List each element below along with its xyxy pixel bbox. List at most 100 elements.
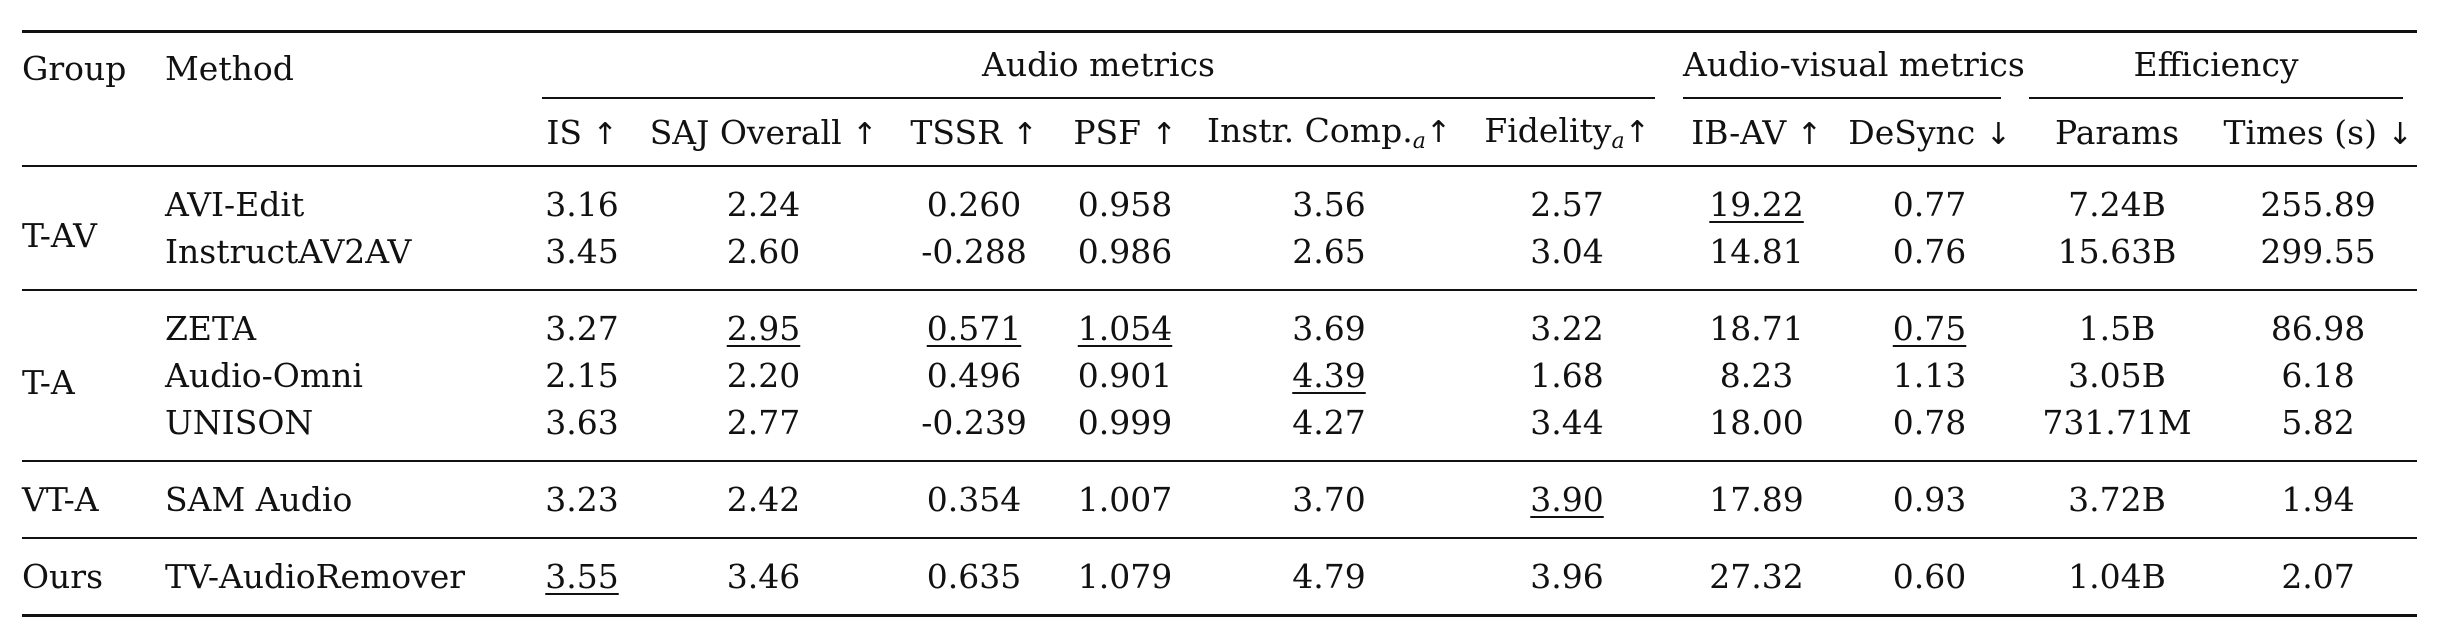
fid-cell: 3.44 (1530, 403, 1604, 442)
header-row-groups: Group Method Audio metrics Audio-visual … (22, 30, 2418, 166)
header-efficiency: Efficiency (2015, 30, 2418, 99)
desync-cell: 0.75 (1844, 289, 2016, 352)
table-row: T-A ZETA 3.27 2.95 0.571 1.054 3.69 3.22… (22, 289, 2418, 461)
col-header-instr-comp: Instr. Comp.a↑ (1193, 99, 1465, 166)
instr-cell: 4.79 (1193, 537, 1465, 617)
header-audio-metrics-label: Audio metrics (542, 33, 1656, 99)
times-cell: 255.89 (2219, 165, 2418, 228)
saj-cell: 2.60 (726, 232, 801, 271)
col-header-fidelity: Fidelitya↑ (1465, 99, 1669, 166)
is-label: IS (546, 112, 582, 152)
instr-cell: 3.70 (1193, 460, 1465, 538)
arrow-up-icon: ↑ (1012, 116, 1038, 152)
col-header-group: Group (22, 30, 165, 166)
header-av-metrics: Audio-visual metrics (1669, 30, 2025, 99)
group-label-vta: VT-A (22, 460, 165, 538)
tssr-cell: -0.239 (921, 403, 1027, 442)
instr-cell: 3.56 (1193, 165, 1465, 228)
fid-cell: 3.04 (1530, 232, 1604, 271)
params-cell: 1.04B (2015, 537, 2220, 617)
is-cell: 2.15 (545, 356, 619, 395)
psf-cell: 1.079 (1057, 537, 1193, 617)
instr-cell: 3.69 (1193, 289, 1465, 352)
col-header-params: Params (2055, 112, 2180, 152)
instr-value: 4.39 (1292, 356, 1366, 395)
psf-value: 1.054 (1077, 309, 1173, 348)
fidelity-subscript: a (1611, 128, 1625, 154)
col-header-desync: DeSync ↓ (1844, 99, 2015, 166)
arrow-down-icon: ↓ (1985, 116, 2011, 152)
desync-cell: 0.77 (1844, 165, 2016, 228)
saj-value: 2.95 (726, 309, 801, 348)
ibav-cell: 19.22 (1669, 165, 1845, 228)
tssr-value: 0.571 (926, 309, 1022, 348)
params-cell: 3.72B (2015, 460, 2220, 538)
col-header-ibav: IB-AV ↑ (1669, 99, 1844, 166)
instr-cell: 4.27 (1292, 403, 1366, 442)
psf-cell: 0.986 (1077, 232, 1173, 271)
times-cell: 299.55 (2260, 232, 2376, 271)
is-cell: 3.55 (528, 537, 636, 617)
tssr-cell: 0.635 (891, 537, 1057, 617)
table-row: VT-A SAM Audio 3.23 2.42 0.354 1.007 3.7… (22, 460, 2418, 538)
desync-cell: 0.60 (1844, 537, 2016, 617)
fid-cell: 3.96 (1465, 537, 1670, 617)
arrow-up-icon: ↑ (1624, 114, 1650, 150)
fid-cell: 3.22 (1465, 289, 1670, 352)
instr-cell: 4.39 (1193, 352, 1465, 399)
col-header-times: Times (s) ↓ (2219, 99, 2417, 166)
is-cell: 3.27 (528, 289, 636, 352)
times-cell: 1.94 (2219, 460, 2418, 538)
table-row: T-AV AVI-Edit 3.16 2.24 0.260 0.958 3.56… (22, 165, 2418, 290)
saj-cell: 3.46 (636, 537, 891, 617)
arrow-up-icon: ↑ (1425, 114, 1451, 150)
is-cell: 3.45 (545, 232, 619, 271)
ibav-value: 19.22 (1709, 185, 1804, 224)
params-cell: 15.63B (2057, 232, 2177, 271)
results-table: Group Method Audio metrics Audio-visual … (22, 30, 2418, 617)
ibav-cell: 18.71 (1669, 289, 1845, 352)
fid-cell: 2.57 (1465, 165, 1670, 228)
times-cell: 5.82 (2281, 403, 2355, 442)
page: Group Method Audio metrics Audio-visual … (22, 30, 2418, 617)
times-cell: 86.98 (2219, 289, 2418, 352)
arrow-down-icon: ↓ (2387, 116, 2413, 152)
times-label: Times (s) (2223, 112, 2377, 152)
col-header-method: Method (165, 30, 528, 166)
table-row: UNISON 3.63 2.77 -0.239 0.999 4.27 3.44 … (22, 399, 2417, 461)
instr-cell: 2.65 (1292, 232, 1366, 271)
method-cell: UNISON (165, 403, 314, 442)
saj-cell: 2.42 (636, 460, 891, 538)
desync-cell: 0.76 (1892, 232, 1967, 271)
tssr-cell: 0.496 (926, 356, 1022, 395)
fid-cell: 3.90 (1465, 460, 1670, 538)
tssr-cell: 0.571 (891, 289, 1057, 352)
header-av-metrics-label: Audio-visual metrics (1683, 33, 2025, 99)
group-label-ta: T-A (22, 289, 165, 461)
saj-label: SAJ Overall (649, 112, 842, 152)
params-cell: 731.71M (2042, 403, 2192, 442)
ibav-cell: 8.23 (1719, 356, 1794, 395)
table-row: Audio-Omni 2.15 2.20 0.496 0.901 4.39 1.… (22, 352, 2417, 399)
is-cell: 3.63 (545, 403, 619, 442)
table-row: InstructAV2AV 3.45 2.60 -0.288 0.986 2.6… (22, 228, 2417, 290)
method-cell: SAM Audio (165, 460, 528, 538)
group-label-ours: Ours (22, 537, 165, 617)
psf-cell: 0.958 (1057, 165, 1193, 228)
ibav-cell: 14.81 (1709, 232, 1804, 271)
psf-label: PSF (1073, 112, 1142, 152)
fid-value: 3.90 (1530, 480, 1604, 519)
desync-label: DeSync (1848, 112, 1976, 152)
ibav-cell: 27.32 (1669, 537, 1845, 617)
ibav-cell: 17.89 (1669, 460, 1845, 538)
header-efficiency-label: Efficiency (2029, 33, 2404, 99)
desync-cell: 1.13 (1892, 356, 1967, 395)
tssr-cell: 0.354 (891, 460, 1057, 538)
arrow-up-icon: ↑ (852, 116, 878, 152)
col-header-tssr: TSSR ↑ (891, 99, 1057, 166)
tssr-cell: -0.288 (921, 232, 1027, 271)
psf-cell: 0.901 (1077, 356, 1173, 395)
desync-value: 0.75 (1892, 309, 1967, 348)
arrow-up-icon: ↑ (592, 116, 618, 152)
header-audio-metrics: Audio metrics (528, 30, 1670, 99)
